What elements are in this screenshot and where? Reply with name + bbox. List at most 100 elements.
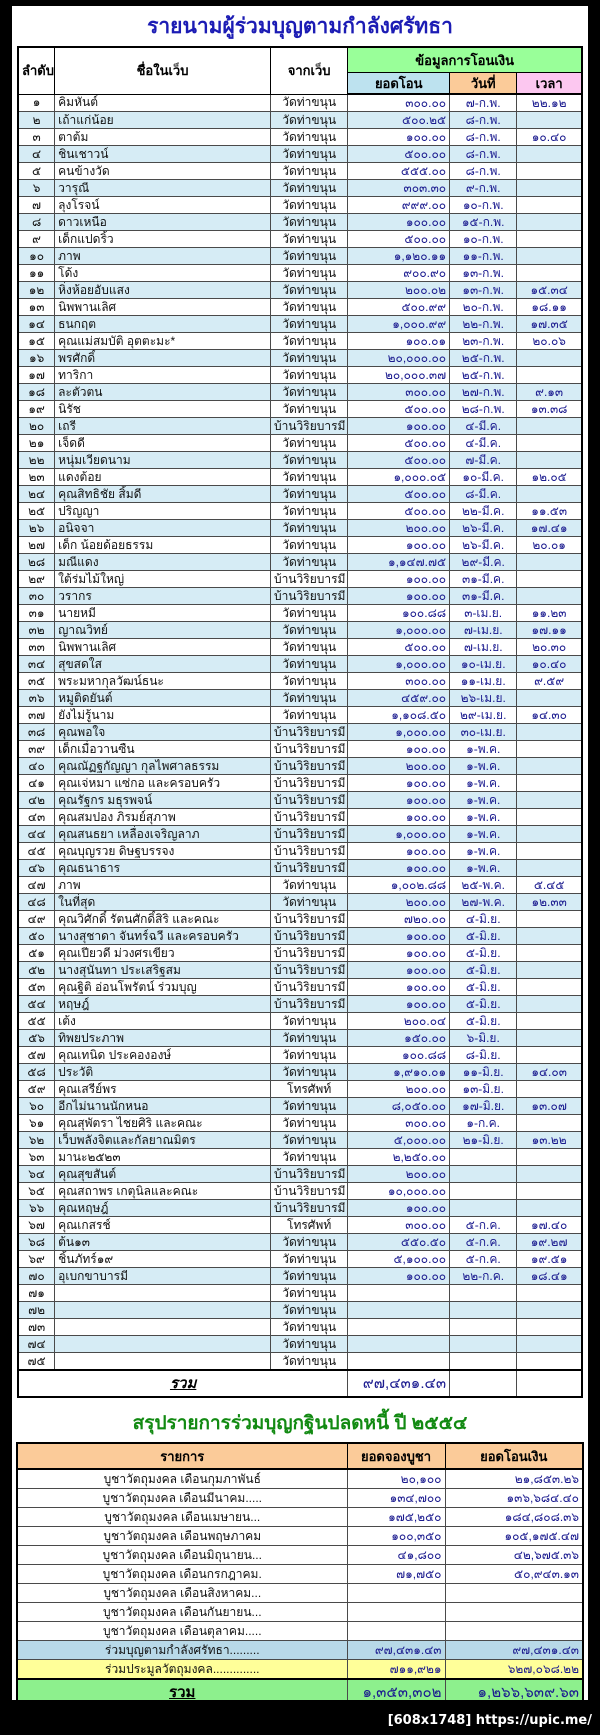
donor-cell-amount: ๒,๒๕๐.๐๐	[347, 1148, 451, 1166]
donor-cell-date: ๑-พ.ค.	[449, 791, 518, 809]
donor-cell-name: สุขสดใส	[54, 655, 271, 673]
donor-cell-amount: ๑๐๐.๐๐	[347, 791, 451, 809]
donor-cell-date: ๒๕-ก.พ.	[449, 349, 518, 367]
donor-cell-no: ๗	[17, 196, 56, 214]
donor-cell-amount: ๑,๑๐๘.๕๐	[347, 706, 451, 724]
donor-row: ๖๔ คุณสุขสันต์ บ้านวิริยบารมี ๒๐๐.๐๐	[17, 1165, 583, 1183]
donor-cell-amount	[347, 1352, 451, 1371]
donor-row: ๕๑ คุณเปียวดี ม่วงศรเขียว บ้านวิริยบารมี ๑๐…	[17, 944, 583, 962]
donor-cell-date: ๑๑-เม.ย.	[449, 672, 518, 690]
donor-cell-from: วัดท่าขนุน	[269, 281, 349, 299]
donor-cell-no: ๒๒	[17, 451, 56, 469]
donor-cell-from: วัดท่าขนุน	[269, 315, 349, 333]
donor-cell-no: ๔๖	[17, 859, 56, 877]
summary-cell-pledge	[346, 1621, 446, 1641]
donor-cell-amount: ๕๕๕.๐๐	[347, 162, 451, 180]
donor-cell-date: ๔-มี.ค.	[449, 417, 518, 435]
donor-row: ๗๕ วัดท่าขนุน	[17, 1352, 583, 1371]
donor-cell-time	[516, 842, 583, 860]
donor-cell-time	[516, 1199, 583, 1217]
donor-cell-name: ยังไม่รู้นาม	[54, 706, 271, 724]
donor-cell-date: ๑๑-ก.พ.	[449, 247, 518, 265]
summary-row: ร่วมบุญตามกำลังศรัทธา......... ๙๗,๔๓๑.๔๓๙…	[16, 1640, 584, 1660]
summary-row: ร่วมประมูลวัตถุมงคล.............. ๗๑๑,๙๒๑…	[16, 1659, 584, 1680]
donor-cell-name: ทิพยประภาพ	[54, 1029, 271, 1047]
donor-cell-name: คุณสุขสันต์	[54, 1165, 271, 1183]
summary-cell-pledge: ๑๓๔,๗๐๐	[346, 1488, 446, 1508]
donor-cell-no: ๕๙	[17, 1080, 56, 1098]
donor-cell-time: ๑๒.๓๓	[516, 893, 583, 911]
donor-cell-name: พรศักดิ์	[54, 349, 271, 367]
donor-row: ๓๑ นายหมี วัดท่าขนุน ๑๐๐.๘๘ ๓-เม.ย. ๑๑.๒๓	[17, 604, 583, 622]
donor-row: ๖วารุณี วัดท่าขนุน ๓๐๓.๓๐ ๙-ก.พ.	[17, 179, 583, 197]
donor-cell-amount: ๕,๑๐๐.๐๐	[347, 1250, 451, 1268]
summary-total-label: รวม	[16, 1678, 348, 1700]
donor-cell-no: ๑๗	[17, 366, 56, 384]
donor-row: ๗ลุงโรจน์ วัดท่าขนุน ๙๙๙.๐๐ ๑๐-ก.พ.	[17, 196, 583, 214]
donor-row: ๒๘ มณีแดง วัดท่าขนุน ๑,๑๔๗.๗๕ ๒๙-มี.ค.	[17, 553, 583, 571]
donor-cell-name: คุณเทนิด ประคององษ์	[54, 1046, 271, 1064]
summary-cell-pledge	[346, 1602, 446, 1622]
donor-cell-amount: ๒๐๐.๐๐	[347, 1080, 451, 1098]
donor-cell-date: ๒๗-ก.พ.	[449, 383, 518, 401]
donor-cell-amount: ๓๐๐.๐๐	[347, 1216, 451, 1234]
donor-cell-name: โด้ง	[54, 264, 271, 282]
donor-cell-from: วัดท่าขนุน	[269, 179, 349, 197]
content-panel: รายนามผู้ร่วมบุญตามกำลังศรัทธา ลำดับ ชื่…	[12, 6, 588, 1700]
donor-cell-amount: ๑,๐๐๐.๐๐	[347, 825, 451, 843]
donor-cell-from: วัดท่าขนุน	[269, 383, 349, 401]
donor-cell-amount: ๑๕๐.๐๐	[347, 1029, 451, 1047]
donor-cell-no: ๑๒	[17, 281, 56, 299]
donor-cell-name: คุณธนาธาร	[54, 859, 271, 877]
donor-cell-amount: ๕๐๐.๐๐	[347, 638, 451, 656]
donor-row: ๖๑ คุณสุพัตรา ไชยศิริ และคณะ วัดท่าขนุน ๓๐๐…	[17, 1114, 583, 1132]
donor-cell-no: ๕๖	[17, 1029, 56, 1047]
donor-cell-time	[516, 264, 583, 282]
donor-cell-name: คุณเจ่หมา แซ่กอ และครอบครัว	[54, 774, 271, 792]
donor-cell-no: ๒๘	[17, 553, 56, 571]
donor-cell-from: วัดท่าขนุน	[269, 264, 349, 282]
donor-cell-no: ๖	[17, 179, 56, 197]
donor-cell-from: วัดท่าขนุน	[269, 689, 349, 707]
donor-cell-time: ๒๒.๑๒	[516, 93, 583, 112]
donor-cell-name: คุณสถาพร เกตุนิลและคณะ	[54, 1182, 271, 1200]
donor-row: ๓๓ นิพพานเลิศ วัดท่าขนุน ๕๐๐.๐๐ ๗-เม.ย. ๒๐.๓๐	[17, 638, 583, 656]
donor-cell-name: ดาวเหนือ	[54, 213, 271, 231]
donor-cell-amount: ๒๐๐.๐๐	[347, 1165, 451, 1183]
donor-cell-name: วารุณี	[54, 179, 271, 197]
donor-cell-no: ๖๙	[17, 1250, 56, 1268]
donor-cell-no: ๔๒	[17, 791, 56, 809]
watermark-text: [608x1748] https://upic.me/	[387, 1713, 592, 1728]
donor-cell-no: ๔๐	[17, 757, 56, 775]
donor-cell-name: ปริญญา	[54, 502, 271, 520]
donor-cell-name: นิพพานเลิศ	[54, 298, 271, 316]
donor-cell-time	[516, 213, 583, 231]
donor-row: ๔๙ คุณวิศักดิ์ รัตนศักดิ์สิริ และคณะ บ้านว…	[17, 910, 583, 928]
donor-cell-amount	[347, 1301, 451, 1319]
donor-row: ๓๖ หมูติดยันต์ วัดท่าขนุน ๔๕๙.๐๐ ๒๖-เม.ย.	[17, 689, 583, 707]
donor-cell-no: ๖๘	[17, 1233, 56, 1251]
donor-row: ๒๔ คุณสิทธิชัย สิ้มดี วัดท่าขนุน ๕๐๐.๐๐ ๘-มี…	[17, 485, 583, 503]
donor-cell-amount: ๑๐๐.๐๐	[347, 1267, 451, 1285]
donor-cell-amount: ๑๐๐.๐๐	[347, 587, 451, 605]
donor-cell-name	[54, 1335, 271, 1353]
donor-cell-amount: ๕,๐๐๐.๐๐	[347, 1131, 451, 1149]
donor-cell-amount: ๕๐๐.๐๐	[347, 145, 451, 163]
donor-cell-amount: ๕๐๐.๒๕	[347, 111, 451, 129]
donor-cell-no: ๒๓	[17, 468, 56, 486]
donor-row: ๖๒ เว็บพลังจิตและกัลยาณมิตร วัดท่าขนุน ๕,๐๐…	[17, 1131, 583, 1149]
donor-cell-from: โทรศัพท์	[269, 1080, 349, 1098]
donor-cell-time	[516, 179, 583, 197]
donor-cell-name: เถ้าแก่น้อย	[54, 111, 271, 129]
donor-row: ๑๖ พรศักดิ์ วัดท่าขนุน ๒๐,๐๐๐.๐๐ ๒๕-ก.พ.	[17, 349, 583, 367]
donor-cell-name: วรากร	[54, 587, 271, 605]
donor-cell-date: ๒๕-ก.พ.	[449, 366, 518, 384]
donor-cell-amount: ๑,๐๐๐.๐๐	[347, 723, 451, 741]
donor-cell-from: วัดท่าขนุน	[269, 400, 349, 418]
donor-cell-time	[516, 247, 583, 265]
donor-cell-name: หฤษฎ์	[54, 995, 271, 1013]
donor-cell-amount: ๗๒๐.๐๐	[347, 910, 451, 928]
summary-cell-pledge: ๑๐๐,๓๕๐	[346, 1526, 446, 1546]
donor-cell-date: ๑-พ.ค.	[449, 842, 518, 860]
donor-row: ๒๓ แดงต้อย วัดท่าขนุน ๑,๐๐๐.๐๕ ๑๐-มี.ค. ๑๒.๐๕	[17, 468, 583, 486]
